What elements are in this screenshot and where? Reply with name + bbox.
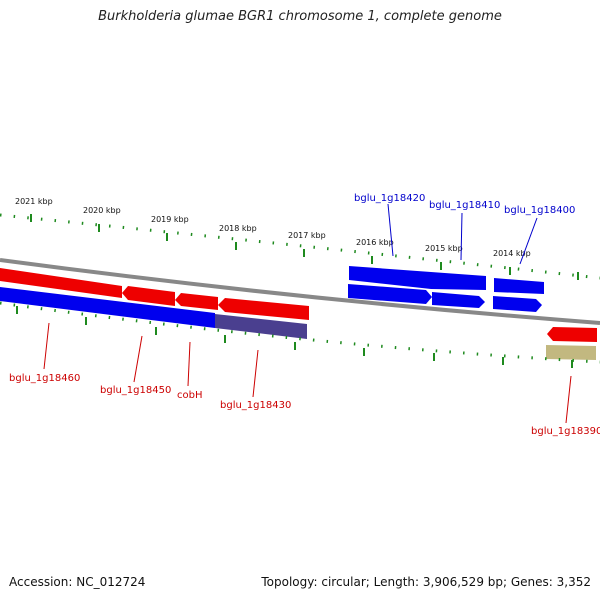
outer-ruler-dots (0, 213, 600, 280)
backbone-line (0, 258, 600, 325)
label-bglu_1g18460[interactable]: bglu_1g18460 (9, 373, 80, 384)
leader-line (387, 203, 394, 257)
leader-line (519, 217, 538, 265)
lower-track (0, 287, 596, 360)
gene-bglu_1g18410[interactable] (431, 272, 486, 290)
leader-line (43, 322, 50, 370)
inner-ruler (0, 301, 600, 368)
kbp-label: 2019 kbp (151, 215, 189, 224)
leader-line (187, 341, 191, 387)
kbp-label: 2015 kbp (425, 244, 463, 253)
forward-genes (348, 266, 544, 312)
feature-other[interactable] (546, 345, 596, 360)
accession-text: Accession: NC_012724 (9, 575, 146, 589)
leader-line (460, 212, 463, 261)
feature-lower-rna[interactable] (215, 314, 307, 339)
gene-bglu_1g18400[interactable] (494, 278, 544, 294)
ruler-labels: 2021 kbp 2020 kbp 2019 kbp 2018 kbp 2017… (15, 197, 531, 258)
leader-line (565, 375, 572, 424)
map-title: Burkholderia glumae BGR1 chromosome 1, c… (98, 9, 502, 24)
gene-forward-lower-c[interactable] (493, 296, 542, 312)
gene-reverse-a[interactable] (0, 268, 122, 298)
label-bglu_1g18400[interactable]: bglu_1g18400 (504, 205, 575, 216)
inner-major-ticks (16, 306, 573, 368)
reverse-gene-labels: bglu_1g18460 bglu_1g18450 cobH bglu_1g18… (9, 322, 600, 437)
label-bglu_1g18450[interactable]: bglu_1g18450 (100, 385, 171, 396)
inner-ruler-dots (0, 301, 600, 364)
gene-forward-lower-a[interactable] (348, 284, 432, 304)
gene-bglu_1g18420[interactable] (349, 266, 431, 289)
label-bglu_1g18390[interactable]: bglu_1g18390 (531, 426, 600, 437)
gene-forward-lower-b[interactable] (432, 292, 485, 308)
label-cobH[interactable]: cobH (177, 390, 202, 401)
outer-ruler (0, 213, 600, 280)
gene-reverse-b[interactable] (122, 286, 175, 306)
label-bglu_1g18410[interactable]: bglu_1g18410 (429, 200, 500, 211)
kbp-label: 2016 kbp (356, 238, 394, 247)
leader-line (133, 335, 143, 383)
kbp-label: 2018 kbp (219, 224, 257, 233)
kbp-label: 2017 kbp (288, 231, 326, 240)
gene-reverse-d[interactable] (218, 298, 309, 320)
kbp-label: 2021 kbp (15, 197, 53, 206)
gene-reverse-c[interactable] (175, 293, 218, 310)
feature-lower-blue[interactable] (0, 287, 215, 328)
topology-summary: Topology: circular; Length: 3,906,529 bp… (261, 575, 591, 589)
kbp-label: 2014 kbp (493, 249, 531, 258)
outer-major-ticks (30, 214, 579, 280)
gene-bglu_1g18390[interactable] (547, 327, 597, 342)
forward-gene-labels: bglu_1g18420 bglu_1g18410 bglu_1g18400 (354, 193, 575, 265)
reverse-genes (0, 268, 597, 342)
label-bglu_1g18420[interactable]: bglu_1g18420 (354, 193, 425, 204)
kbp-label: 2020 kbp (83, 206, 121, 215)
leader-line (252, 349, 259, 398)
label-bglu_1g18430[interactable]: bglu_1g18430 (220, 400, 291, 411)
